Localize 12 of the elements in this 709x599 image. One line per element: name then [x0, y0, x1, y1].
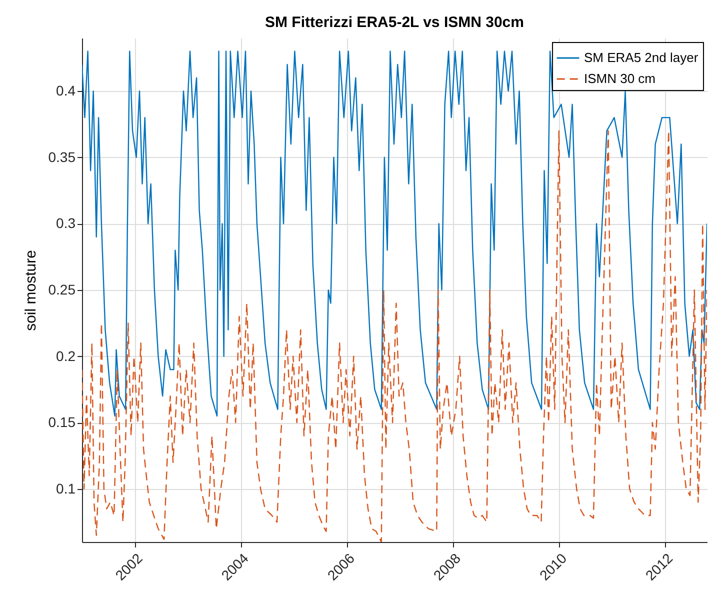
y-tick-label: 0.3	[56, 215, 76, 232]
y-tick-label: 0.35	[48, 148, 76, 165]
y-axis-title: soil mosture	[22, 250, 40, 331]
y-tick-label: 0.25	[48, 282, 76, 298]
chart-title: SM Fitterizzi ERA5-2L vs ISMN 30cm	[265, 14, 524, 31]
y-tick-label: 0.15	[48, 414, 76, 430]
y-tick-label: 0.1	[56, 480, 76, 496]
line-series	[82, 50, 707, 417]
legend-label: ISMN 30 cm	[584, 71, 656, 86]
y-tick-label: 0.4	[56, 82, 76, 99]
y-tick-label: 0.2	[56, 348, 76, 364]
legend-label: SM ERA5 2nd layer	[584, 50, 699, 65]
